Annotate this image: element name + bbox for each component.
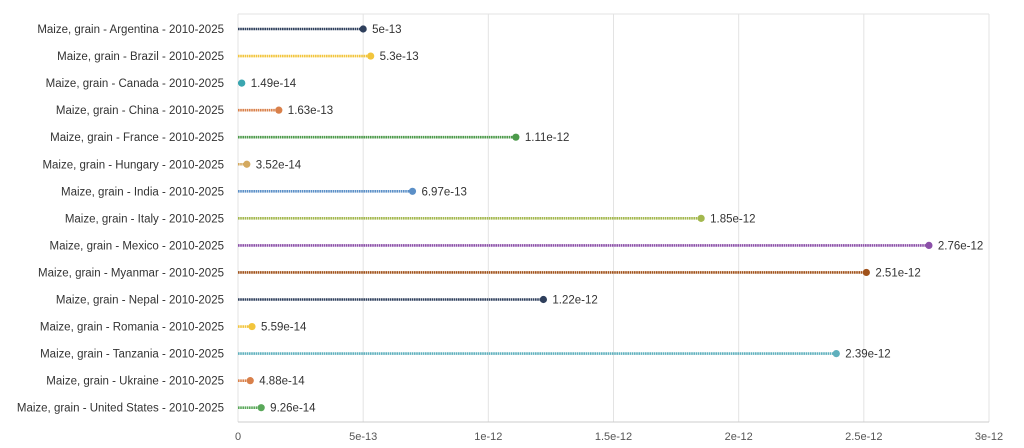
x-tick-label: 1.5e-12 [595,431,632,443]
value-label: 1.63e-13 [288,105,333,117]
value-label: 4.88e-14 [259,376,305,388]
value-label: 2.76e-12 [938,240,983,252]
category-label: Maize, grain - Hungary - 2010-2025 [42,159,224,171]
value-label: 2.51e-12 [875,267,920,279]
x-tick-label: 1e-12 [474,431,502,443]
lollipop-marker [925,241,933,249]
lollipop-marker [248,322,256,331]
category-label: Maize, grain - India - 2010-2025 [61,186,224,198]
grid-lines [237,13,990,422]
value-label: 1.22e-12 [552,295,597,307]
stems [238,27,929,410]
lollipop-marker [359,25,367,33]
lollipop-marker [275,106,283,114]
category-label: Maize, grain - Canada - 2010-2025 [46,78,224,90]
category-label: Maize, grain - China - 2010-2025 [56,105,224,117]
value-label: 5.59e-14 [261,322,307,334]
category-label: Maize, grain - Italy - 2010-2025 [65,213,224,225]
value-label: 2.39e-12 [845,349,890,361]
category-labels: Maize, grain - Argentina - 2010-2025 Maiz… [17,24,224,415]
lollipop-marker [257,404,265,412]
x-tick-label: 3e-12 [975,431,1003,443]
value-label: 1.49e-14 [251,78,297,90]
lollipop-marker [512,133,520,141]
x-tick-label: 5e-13 [349,431,377,443]
category-label: Maize, grain - Brazil - 2010-2025 [57,51,224,63]
category-label: Maize, grain - Argentina - 2010-2025 [37,24,224,36]
x-axis: 0 5e-13 1e-12 1.5e-12 2e-12 2.5e-12 3e-12 [235,421,1003,443]
category-label: Maize, grain - Ukraine - 2010-2025 [46,376,224,388]
lollipop-marker [832,350,840,358]
x-tick-label: 2e-12 [725,431,753,443]
lollipop-marker [243,160,251,168]
lollipop-marker [408,187,417,195]
value-label: 5.3e-13 [380,51,419,63]
category-label: Maize, grain - France - 2010-2025 [50,132,224,144]
lollipop-marker [539,295,548,304]
lollipop-marker [862,268,870,277]
value-label: 5e-13 [372,24,401,36]
value-label: 1.85e-12 [710,213,755,225]
lollipop-marker [697,214,705,222]
lollipop-marker [238,79,246,87]
x-tick-label: 2.5e-12 [845,431,882,443]
category-label: Maize, grain - Romania - 2010-2025 [40,322,224,334]
lollipop-marker [367,52,375,60]
category-label: Maize, grain - United States - 2010-2025 [17,403,224,415]
lollipop-marker [246,377,254,385]
x-tick-label: 0 [235,431,241,443]
category-label: Maize, grain - Nepal - 2010-2025 [56,295,224,307]
value-label: 9.26e-14 [270,403,316,415]
category-label: Maize, grain - Myanmar - 2010-2025 [38,267,224,279]
category-label: Maize, grain - Mexico - 2010-2025 [50,240,225,252]
value-label: 3.52e-14 [256,159,302,171]
value-label: 1.11e-12 [525,132,570,144]
value-label: 6.97e-13 [421,186,466,198]
markers [238,25,933,412]
value-labels: 5e-13 5.3e-13 1.49e-14 1.63e-13 1.11e-12 3.52… [251,24,984,415]
category-label: Maize, grain - Tanzania - 2010-2025 [40,349,224,361]
